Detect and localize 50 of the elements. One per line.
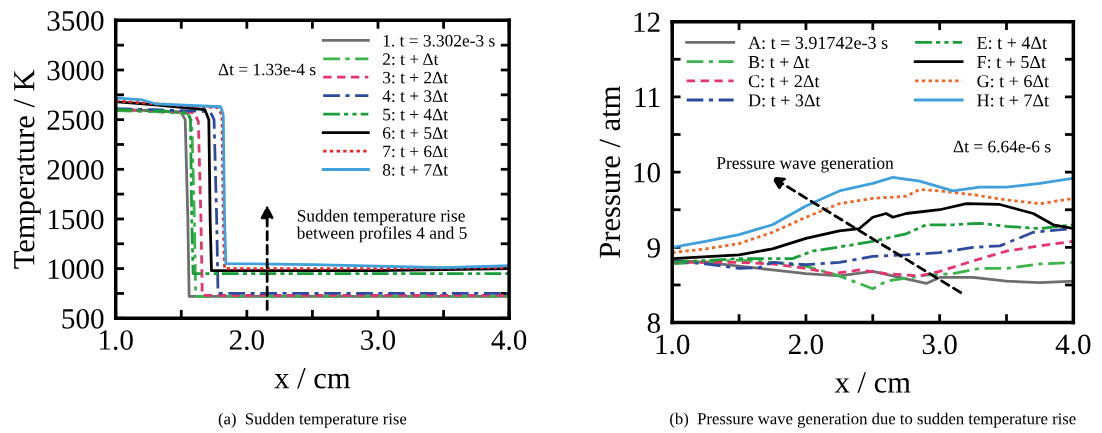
x-tick-label: 1.0 — [656, 334, 690, 355]
annotation: Δt = 1.33e-4 s — [218, 63, 316, 76]
y-tick-label: 10 — [634, 162, 660, 183]
x-tick-label: 3.0 — [922, 334, 957, 355]
text: (a) Sudden temperature rise — [218, 412, 407, 428]
x-tick-label: 4.0 — [491, 330, 527, 351]
legend-label: C: t + 2Δt — [748, 75, 820, 88]
x-axis-title: x / cm — [834, 372, 911, 393]
x-axis-title: x / cm — [274, 367, 351, 389]
y-tick-label: 11 — [635, 87, 660, 107]
legend-label: 6: t + 5Δt — [383, 127, 448, 139]
y-axis-title: Temperature / K — [14, 69, 41, 269]
annotation: Pressure wave generation — [716, 157, 894, 173]
legend-label: 5: t + 4Δt — [383, 108, 448, 121]
y-tick-label: 2500 — [47, 110, 104, 131]
legend-label: 2: t + Δt — [383, 53, 439, 66]
y-tick-label: 12 — [634, 12, 660, 32]
legend-label: 8: t + 7Δt — [382, 164, 448, 176]
annotation: Δt = 6.64e-6 s — [953, 140, 1051, 153]
line-series — [672, 258, 1074, 291]
x-tick-label: 3.0 — [361, 330, 396, 351]
y-tick-label: 1000 — [48, 259, 104, 280]
x-tick-label: 2.0 — [788, 334, 824, 355]
x-tick-label: 2.0 — [229, 330, 264, 351]
legend-label: G: t + 6Δt — [977, 75, 1049, 88]
legend-label: B: t + Δt — [748, 56, 810, 69]
legend-label: E: t + 4Δt — [977, 36, 1047, 49]
text: (b) Pressure wave generation due to sudden temperature rise — [670, 412, 1076, 428]
y-axis-title: Pressure / atm — [599, 86, 621, 258]
legend-label: A: t = 3.91742e-3 s — [748, 36, 888, 49]
y-tick-label: 3500 — [47, 11, 104, 31]
line-series — [672, 188, 1074, 255]
y-tick-label: 3000 — [47, 60, 104, 81]
legend-label: 1. t = 3.302e-3 s — [383, 34, 495, 47]
annotation: Sudden temperature rise between profiles 4 and 5 — [296, 209, 467, 243]
x-tick-label: 4.0 — [1055, 334, 1091, 355]
legend-label: H: t + 7Δt — [977, 94, 1049, 107]
legend-label: F: t + 5Δt — [977, 56, 1046, 69]
legend-label: 7: t + 6Δt — [383, 145, 448, 158]
y-tick-label: 2000 — [47, 160, 104, 180]
legend-label: 4: t + 3Δt — [382, 90, 448, 102]
x-tick-label: 1.0 — [100, 330, 133, 351]
legend-label: D: t + 3Δt — [748, 94, 821, 107]
line-series — [672, 175, 1074, 249]
line-series — [672, 221, 1074, 264]
y-tick-label: 8 — [647, 313, 660, 333]
y-tick-label: 1500 — [48, 209, 104, 230]
y-tick-label: 9 — [647, 238, 660, 258]
legend-label: 3: t + 2Δt — [383, 71, 448, 84]
y-tick-label: 500 — [62, 308, 104, 329]
